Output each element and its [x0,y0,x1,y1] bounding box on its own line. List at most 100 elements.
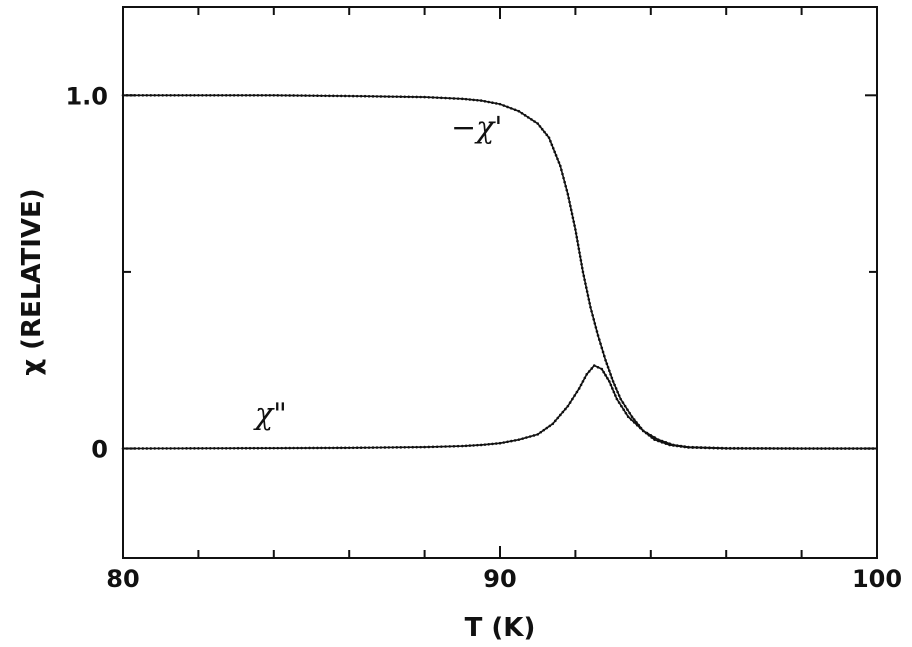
data-point [328,446,331,450]
data-point [521,437,524,440]
data-point [487,100,490,104]
data-point [653,438,656,441]
data-point [173,94,176,97]
data-point [728,446,732,450]
data-point [536,433,539,436]
data-point [427,95,431,99]
data-point [604,373,607,377]
data-point [483,100,487,103]
data-point [440,445,443,448]
data-point [560,168,563,172]
data-point [232,446,236,450]
data-point [583,376,587,380]
data-point [619,397,622,401]
data-point [748,446,752,450]
data-point [332,446,335,450]
data-point [756,447,760,450]
data-point [324,446,327,450]
data-point [788,447,791,450]
data-point [177,447,180,450]
data-point [800,447,803,450]
data-point [205,447,208,450]
data-point [260,94,264,97]
data-point [316,446,319,450]
data-point [573,394,576,397]
data-point [567,196,570,200]
data-point [578,255,582,258]
series-points-0 [121,94,875,450]
data-point [300,94,303,97]
data-point [494,442,498,445]
data-point [328,94,331,98]
data-point [236,94,240,97]
data-point [391,95,395,98]
data-point [579,383,583,387]
data-point [320,94,323,98]
data-point [308,94,311,97]
data-point [559,413,562,417]
data-point [339,446,343,450]
data-point [343,446,347,450]
data-point [133,447,137,450]
data-point [189,94,192,97]
data-point [224,446,228,450]
data-point [630,415,634,419]
data-point [491,101,494,105]
data-point [411,95,414,99]
data-point [476,443,479,447]
data-point [165,94,168,97]
data-point [220,94,224,97]
data-point [571,397,574,401]
data-point [272,94,276,97]
data-point [597,338,601,341]
data-point [530,118,533,121]
data-point [626,408,629,411]
data-point [547,136,551,139]
data-point [288,446,291,450]
data-point [296,94,299,97]
data-point [415,95,418,99]
data-point [244,446,248,450]
data-point [668,442,671,445]
series-line-1 [122,364,877,450]
x-axis-title: T (K) [465,613,536,643]
data-point [244,94,248,97]
data-point [601,350,605,354]
data-point [479,443,483,447]
data-point [205,94,208,97]
data-point [517,109,521,113]
data-point [169,94,172,97]
data-point [137,447,141,450]
data-point [256,446,260,450]
data-point [483,443,487,446]
data-point [724,446,728,450]
data-point [324,94,327,98]
data-point [248,446,252,450]
data-point [419,445,422,449]
data-point [812,447,815,450]
data-point [703,446,707,449]
data-point [608,369,611,373]
data-point [367,446,371,449]
data-point [590,309,593,313]
data-point [513,439,517,442]
data-point [564,184,568,188]
data-point [602,370,605,374]
data-point [316,94,319,98]
data-point [456,444,460,448]
data-point [604,358,607,362]
data-point [431,96,435,99]
data-point [157,94,161,97]
data-point [564,407,567,411]
data-point [768,447,772,450]
data-point [407,95,411,99]
data-point [622,408,625,411]
data-point [553,150,556,154]
data-point [539,430,543,434]
data-point [578,251,581,254]
series-points-1 [121,364,875,450]
data-point [395,95,399,98]
data-point [506,440,509,444]
data-point [804,447,807,450]
data-point [407,445,411,449]
